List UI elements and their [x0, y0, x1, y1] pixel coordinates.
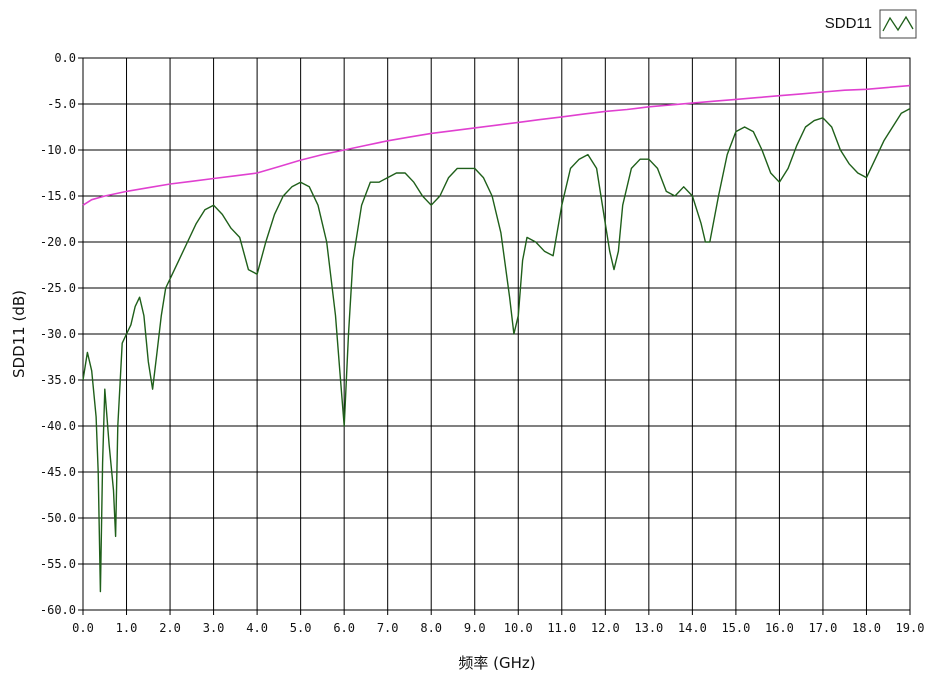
x-tick-label: 18.0 [852, 621, 881, 635]
y-tick-label: -55.0 [40, 557, 76, 571]
x-axis-ticks: 0.0 1.0 2.0 3.0 4.0 5.0 6.0 7.0 8.0 9.0 10.0 11.0 12… [72, 610, 924, 635]
x-tick-label: 5.0 [290, 621, 312, 635]
y-tick-label: -20.0 [40, 235, 76, 249]
x-tick-label: 17.0 [808, 621, 837, 635]
y-tick-label: -50.0 [40, 511, 76, 525]
x-tick-label: 12.0 [591, 621, 620, 635]
x-tick-label: 3.0 [203, 621, 225, 635]
y-tick-label: -40.0 [40, 419, 76, 433]
x-tick-label: 6.0 [333, 621, 355, 635]
x-tick-label: 0.0 [72, 621, 94, 635]
y-tick-label: 0.0 [54, 51, 76, 65]
x-tick-label: 13.0 [634, 621, 663, 635]
y-tick-label: -25.0 [40, 281, 76, 295]
y-tick-label: -60.0 [40, 603, 76, 617]
x-tick-label: 2.0 [159, 621, 181, 635]
x-tick-label: 15.0 [721, 621, 750, 635]
y-tick-label: -30.0 [40, 327, 76, 341]
x-tick-label: 16.0 [765, 621, 794, 635]
x-tick-label: 14.0 [678, 621, 707, 635]
y-tick-label: -5.0 [47, 97, 76, 111]
x-tick-label: 11.0 [547, 621, 576, 635]
x-tick-label: 19.0 [896, 621, 925, 635]
legend-label: SDD11 [825, 15, 872, 32]
y-tick-label: -35.0 [40, 373, 76, 387]
series-line-sdd11 [82, 107, 911, 593]
y-tick-label: -45.0 [40, 465, 76, 479]
x-tick-label: 8.0 [420, 621, 442, 635]
series-group [82, 84, 911, 593]
legend: SDD11 [825, 9, 917, 39]
y-tick-label: -15.0 [40, 189, 76, 203]
x-tick-label: 9.0 [464, 621, 486, 635]
y-axis-title: SDD11 (dB) [10, 290, 28, 378]
x-tick-label: 10.0 [504, 621, 533, 635]
legend-swatch-line [882, 15, 914, 32]
y-tick-label: -10.0 [40, 143, 76, 157]
x-tick-label: 7.0 [377, 621, 399, 635]
x-tick-label: 4.0 [246, 621, 268, 635]
y-axis-ticks: 0.0 -5.0 -10.0 -15.0 -20.0 -25.0 -30.0 -35.0 -40… [40, 51, 83, 617]
series-line-limit [82, 84, 911, 206]
x-tick-label: 1.0 [116, 621, 138, 635]
x-axis-title: 频率 (GHz) [458, 654, 535, 672]
